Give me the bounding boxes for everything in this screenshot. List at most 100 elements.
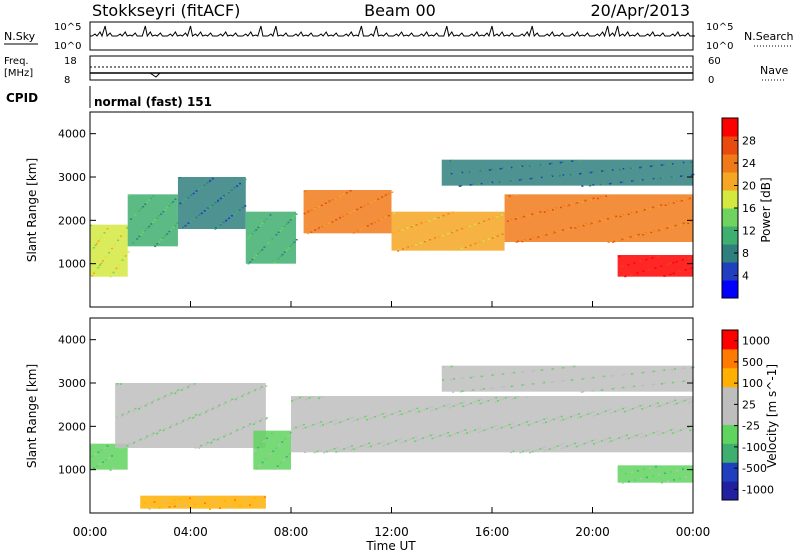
power-echo-cell <box>650 178 653 180</box>
power-echo-cell <box>530 237 533 240</box>
velocity-echo-cell <box>379 414 382 416</box>
power-echo-cell <box>536 236 539 239</box>
velocity-echo-cell <box>666 402 669 405</box>
velocity-echo-cell <box>400 413 403 416</box>
velocity-echo-cell <box>624 472 627 475</box>
power-echo-cell <box>609 169 612 172</box>
power-echo-cell <box>146 201 149 204</box>
power-echo-cell <box>190 194 193 196</box>
velocity-echo-cell <box>295 426 298 429</box>
velocity-echo-cell <box>158 430 161 433</box>
velocity-echo-cell <box>361 416 364 419</box>
velocity-echo-cell <box>488 427 491 430</box>
power-echo-cell <box>555 230 558 233</box>
velocity-echo-cell <box>304 426 307 429</box>
power-echo-cell <box>516 240 519 243</box>
velocity-echo-cell <box>305 398 308 400</box>
power-echo-cell <box>552 232 555 234</box>
velocity-echo-cell <box>173 505 176 508</box>
velocity-echo-cell <box>320 396 323 399</box>
power-echo-cell <box>220 223 223 225</box>
power-echo-cell <box>359 228 362 231</box>
velocity-echo-cell <box>527 424 530 426</box>
velocity-echo-cell <box>282 459 285 461</box>
velocity-echo-cell <box>301 427 304 430</box>
power-echo-cell <box>328 222 331 224</box>
velocity-echo-cell <box>163 500 166 502</box>
velocity-echo-cell <box>486 428 489 431</box>
velocity-echo-cell <box>115 416 118 418</box>
velocity-colorbar-tick-label: -100 <box>742 441 767 454</box>
velocity-echo-cell <box>174 392 177 395</box>
power-echo-cell <box>636 272 639 274</box>
power-echo-cell <box>522 239 525 242</box>
velocity-echo-cell <box>675 469 678 472</box>
velocity-echo-cell <box>272 450 275 453</box>
velocity-echo-cell <box>93 467 96 470</box>
power-echo-cell <box>111 247 114 250</box>
power-echo-cell <box>261 248 264 251</box>
velocity-echo-cell <box>499 399 502 401</box>
velocity-echo-cell <box>643 407 646 409</box>
power-echo-cell <box>491 181 494 184</box>
power-echo-cell <box>492 217 495 219</box>
freq-label: Freq. <box>4 56 29 67</box>
velocity-echo-cell <box>428 406 431 409</box>
velocity-echo-cell <box>424 436 427 439</box>
velocity-echo-cell <box>593 389 596 392</box>
power-echo-cell <box>225 219 228 221</box>
velocity-echo-cell <box>382 440 385 443</box>
velocity-echo-cell <box>146 435 149 438</box>
velocity-echo-cell <box>253 422 256 424</box>
velocity-echo-cell <box>619 408 622 411</box>
power-echo-cell <box>618 255 621 258</box>
power-echo-cell <box>622 167 625 170</box>
velocity-echo-cell <box>480 430 483 433</box>
velocity-echo-cell <box>419 438 422 440</box>
velocity-echo-cell <box>139 405 142 408</box>
power-echo-band <box>303 190 392 234</box>
power-echo-cell <box>681 175 684 177</box>
velocity-echo-cell <box>473 376 476 378</box>
power-echo-cell <box>118 263 121 265</box>
power-echo-cell <box>664 204 667 206</box>
velocity-echo-cell <box>690 367 693 369</box>
power-echo-cell <box>148 225 151 228</box>
power-echo-cell <box>508 195 511 197</box>
power-echo-cell <box>548 163 551 165</box>
velocity-echo-cell <box>450 365 453 368</box>
velocity-echo-cell <box>429 434 432 437</box>
velocity-echo-cell <box>572 378 575 381</box>
velocity-echo-cell <box>543 418 546 420</box>
velocity-echo-cell <box>206 409 209 412</box>
power-echo-cell <box>94 244 97 246</box>
power-echo-cell <box>255 229 258 231</box>
velocity-echo-cell <box>133 441 136 444</box>
velocity-echo-cell <box>408 410 411 413</box>
power-echo-cell <box>214 227 217 229</box>
power-echo-cell <box>473 243 476 245</box>
velocity-echo-cell <box>674 431 677 433</box>
velocity-echo-cell <box>171 424 174 426</box>
power-echo-cell <box>521 165 524 168</box>
power-echo-cell <box>289 219 292 221</box>
velocity-echo-cell <box>651 383 654 386</box>
power-echo-cell <box>241 206 244 209</box>
power-echo-cell <box>259 250 262 253</box>
power-echo-cell <box>496 235 499 237</box>
velocity-echo-cell <box>297 425 300 428</box>
velocity-echo-cell <box>382 444 385 447</box>
freq-unit-label: [MHz] <box>4 68 33 79</box>
power-echo-cell <box>520 178 523 181</box>
power-echo-cell <box>524 214 527 217</box>
velocity-echo-cell <box>372 444 375 447</box>
power-echo-cell <box>488 169 491 171</box>
velocity-echo-cell <box>236 429 239 432</box>
power-echo-cell <box>96 268 99 270</box>
velocity-echo-cell <box>657 473 660 476</box>
power-echo-cell <box>150 197 153 200</box>
power-echo-cell <box>259 224 262 227</box>
power-echo-cell <box>690 196 693 199</box>
velocity-echo-cell <box>168 506 171 508</box>
power-echo-cell <box>529 238 532 240</box>
